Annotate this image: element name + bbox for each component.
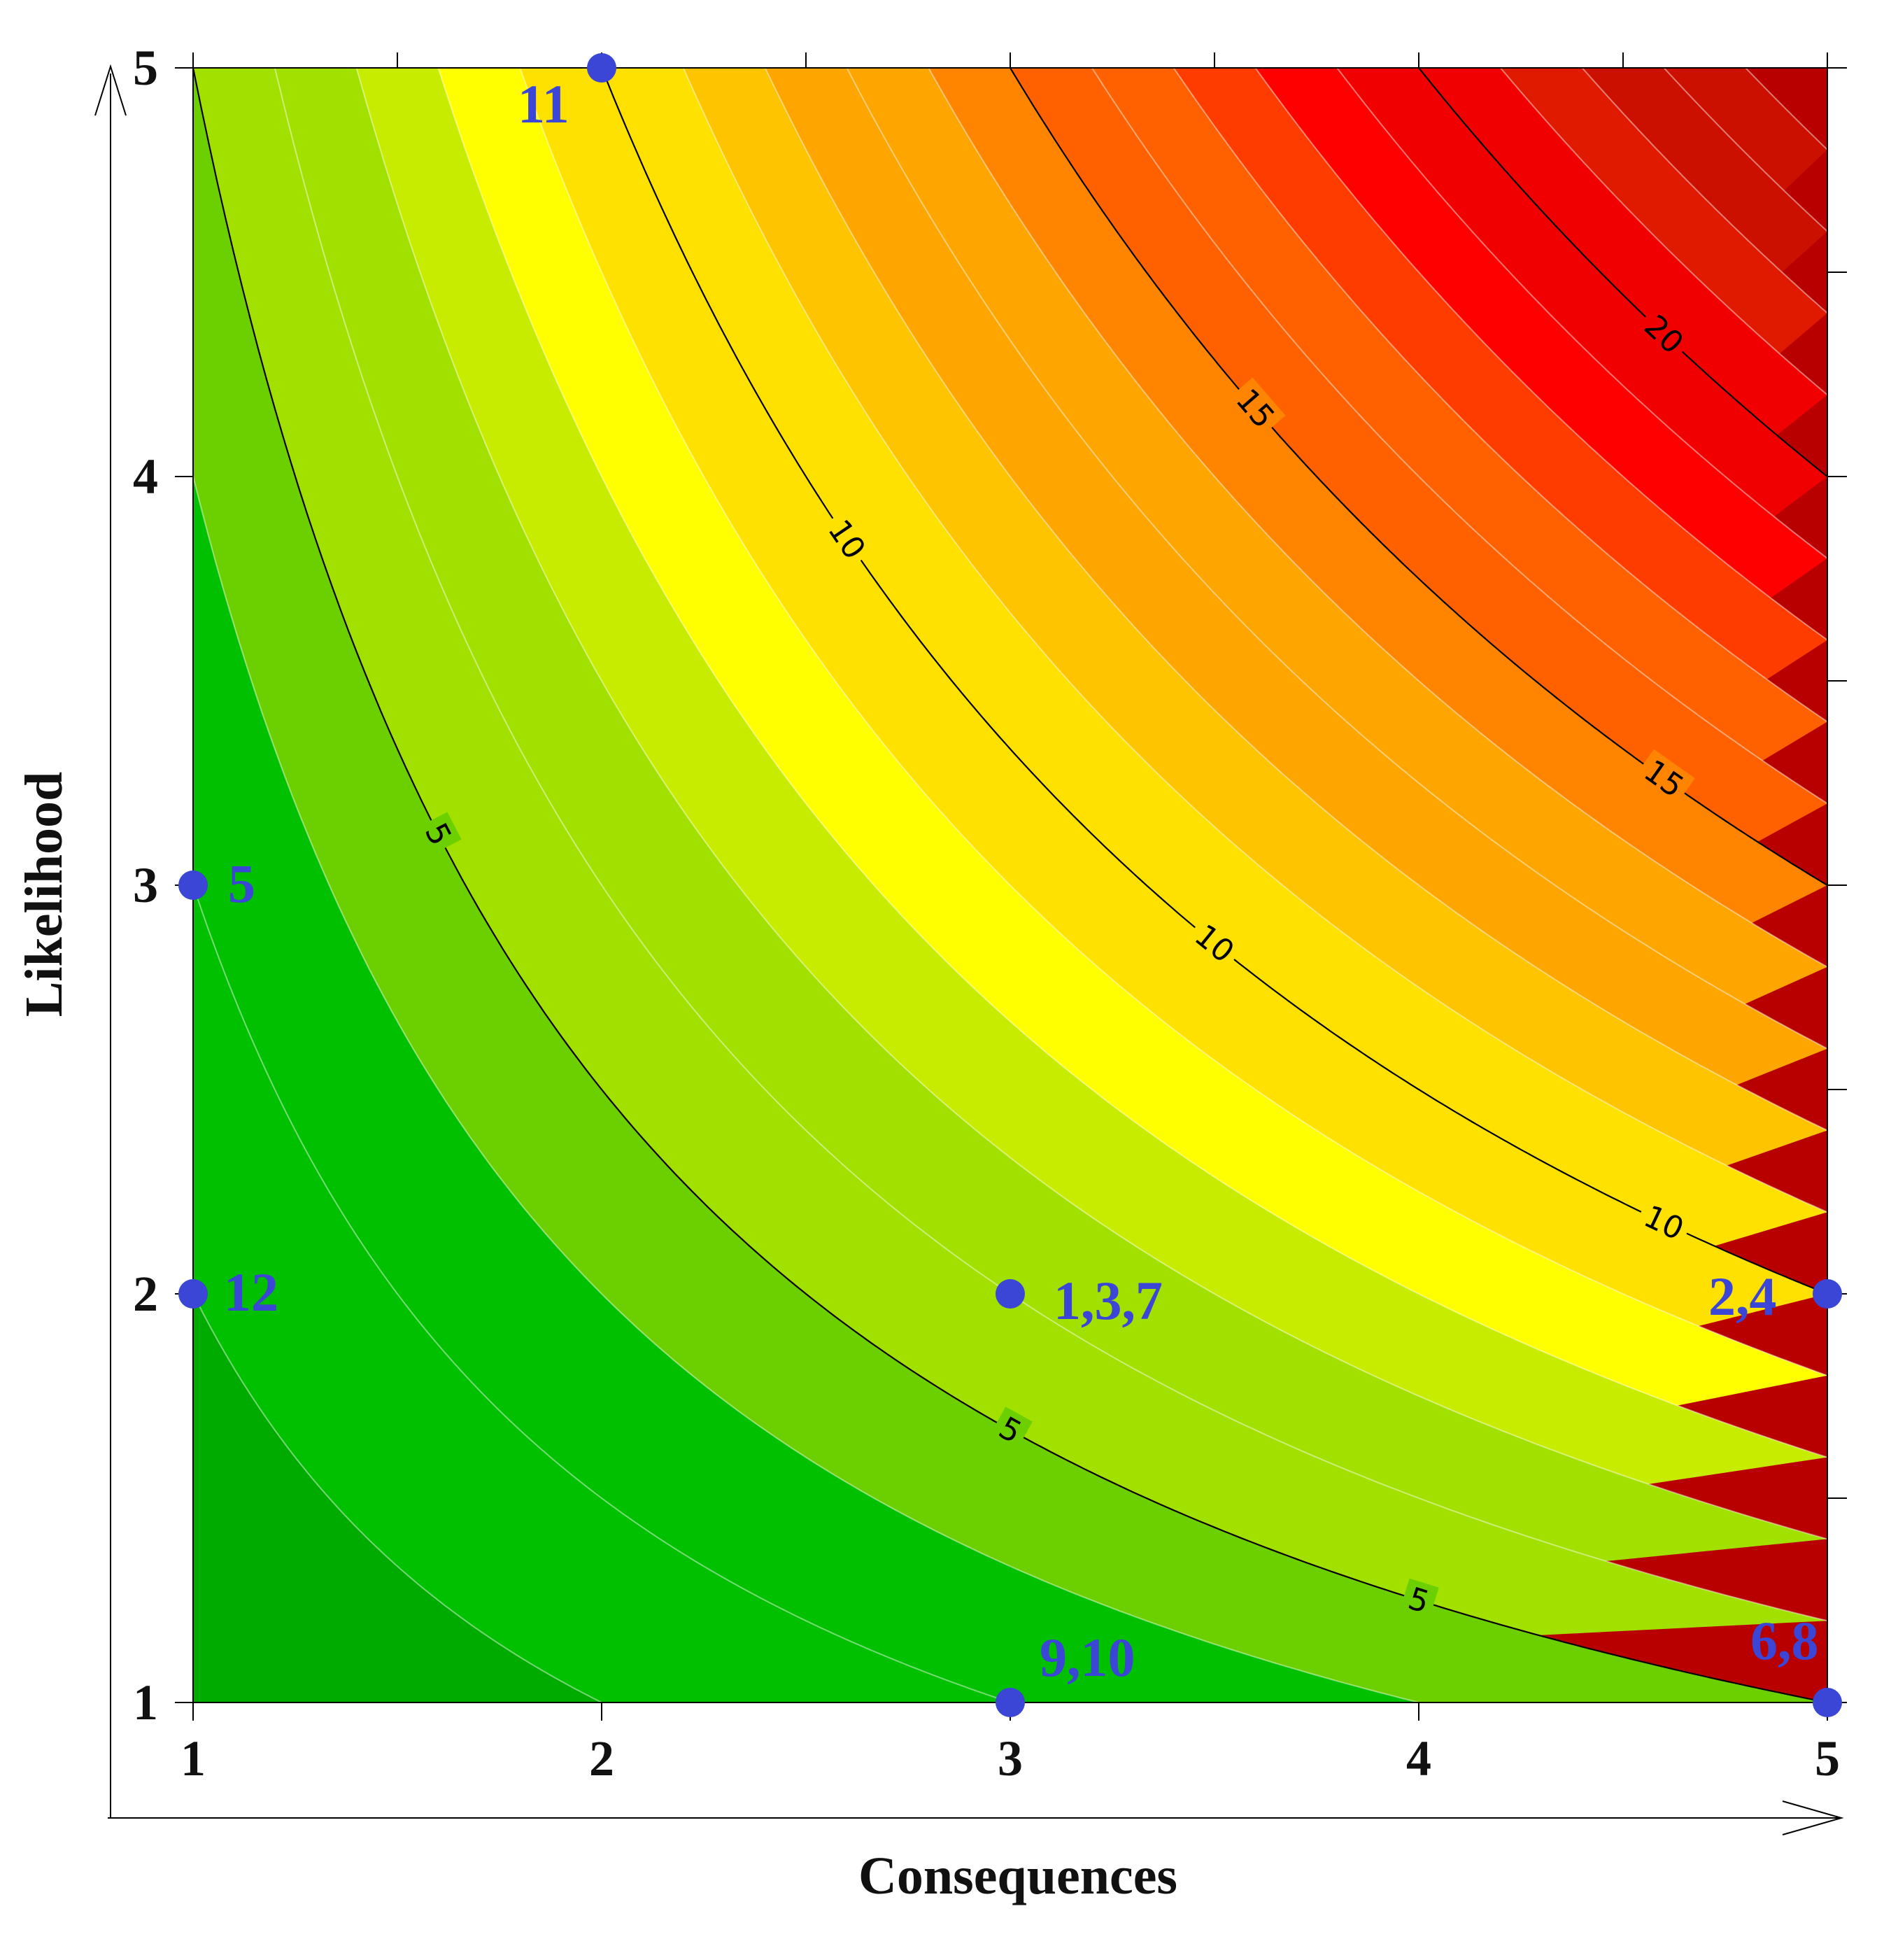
contour-band xyxy=(193,885,1827,1702)
y-tick-label: 5 xyxy=(133,40,158,96)
contour-band-edge xyxy=(193,476,1419,1702)
contour-band-edge xyxy=(928,68,1827,968)
contour-band xyxy=(193,477,1827,1702)
outer-axes xyxy=(94,64,1844,1835)
contour-label-bg xyxy=(988,1406,1033,1454)
data-point-label: 1,3,7 xyxy=(1054,1270,1163,1331)
contour-band-edge xyxy=(846,68,1827,1050)
y-tick-label: 4 xyxy=(133,449,158,505)
contour-band-edge xyxy=(682,68,1827,1213)
contour-band-edge xyxy=(1173,68,1827,723)
x-tick-label: 4 xyxy=(1406,1730,1431,1786)
contour-label-bg xyxy=(1183,913,1246,974)
data-point xyxy=(1813,1279,1842,1309)
contour-band-edge xyxy=(1500,68,1827,395)
x-axis-title: Consequences xyxy=(858,1847,1177,1905)
contour-label-bg xyxy=(415,812,462,856)
contour-line-15 xyxy=(1010,68,1827,886)
contour-band-edge xyxy=(1091,68,1827,805)
contour-band-edge xyxy=(355,68,1827,1540)
data-point-label: 12 xyxy=(224,1262,278,1323)
y-tick-label: 1 xyxy=(133,1675,158,1730)
data-point xyxy=(1813,1688,1842,1717)
contour-label-bg xyxy=(1398,1578,1439,1623)
contour-band-edge xyxy=(764,68,1827,1131)
contour-label-bg xyxy=(1225,377,1286,439)
data-point xyxy=(996,1279,1025,1309)
contour-line-20 xyxy=(1418,68,1827,477)
data-point xyxy=(178,1279,208,1309)
y-tick-label: 2 xyxy=(133,1266,158,1322)
data-point xyxy=(996,1688,1025,1717)
data-point-label: 5 xyxy=(228,853,255,914)
contour-label-group: 10 xyxy=(1183,913,1246,974)
data-point-label: 2,4 xyxy=(1708,1266,1777,1327)
contour-label-bg xyxy=(1632,749,1695,808)
x-axis-arrowhead xyxy=(1782,1800,1844,1835)
contour-label-bg xyxy=(1633,304,1695,365)
x-tick-label: 5 xyxy=(1815,1730,1840,1786)
y-axis-arrowhead xyxy=(94,64,127,116)
contour-band-edge xyxy=(193,884,1011,1702)
data-point-label: 11 xyxy=(518,73,569,134)
contour-label-bg xyxy=(817,508,877,571)
contour-label-group: 5 xyxy=(415,812,462,856)
y-tick-label: 3 xyxy=(133,857,158,913)
contour-label-bg xyxy=(1633,1195,1695,1250)
data-point xyxy=(178,870,208,900)
contour-band-edge xyxy=(1336,68,1827,559)
contour-label-group: 5 xyxy=(1398,1578,1439,1623)
contour-band-edge xyxy=(193,1293,602,1702)
contour-band-edge xyxy=(1663,68,1827,232)
x-tick-label: 2 xyxy=(589,1730,614,1786)
contour-band-edge xyxy=(1581,68,1827,314)
data-point-label: 6,8 xyxy=(1750,1610,1819,1671)
contour-band-edge xyxy=(519,68,1827,1376)
contour-band xyxy=(193,68,1827,1702)
data-point-label: 9,10 xyxy=(1040,1627,1135,1688)
contour-band-edge xyxy=(437,68,1827,1458)
x-tick-label: 1 xyxy=(180,1730,206,1786)
contour-band-edge xyxy=(274,68,1827,1622)
point-layer: 11 5 12 1,3,7 2,4 9,10 6,8 xyxy=(178,53,1842,1717)
x-tick-label: 3 xyxy=(998,1730,1023,1786)
contour-fill-layer xyxy=(193,68,1827,1702)
contour-band-edge xyxy=(1254,68,1827,641)
y-axis-title: Likelihood xyxy=(15,772,73,1017)
contour-band xyxy=(193,1294,1827,1702)
contour-band-edge xyxy=(1745,68,1827,150)
data-point xyxy=(587,53,616,83)
